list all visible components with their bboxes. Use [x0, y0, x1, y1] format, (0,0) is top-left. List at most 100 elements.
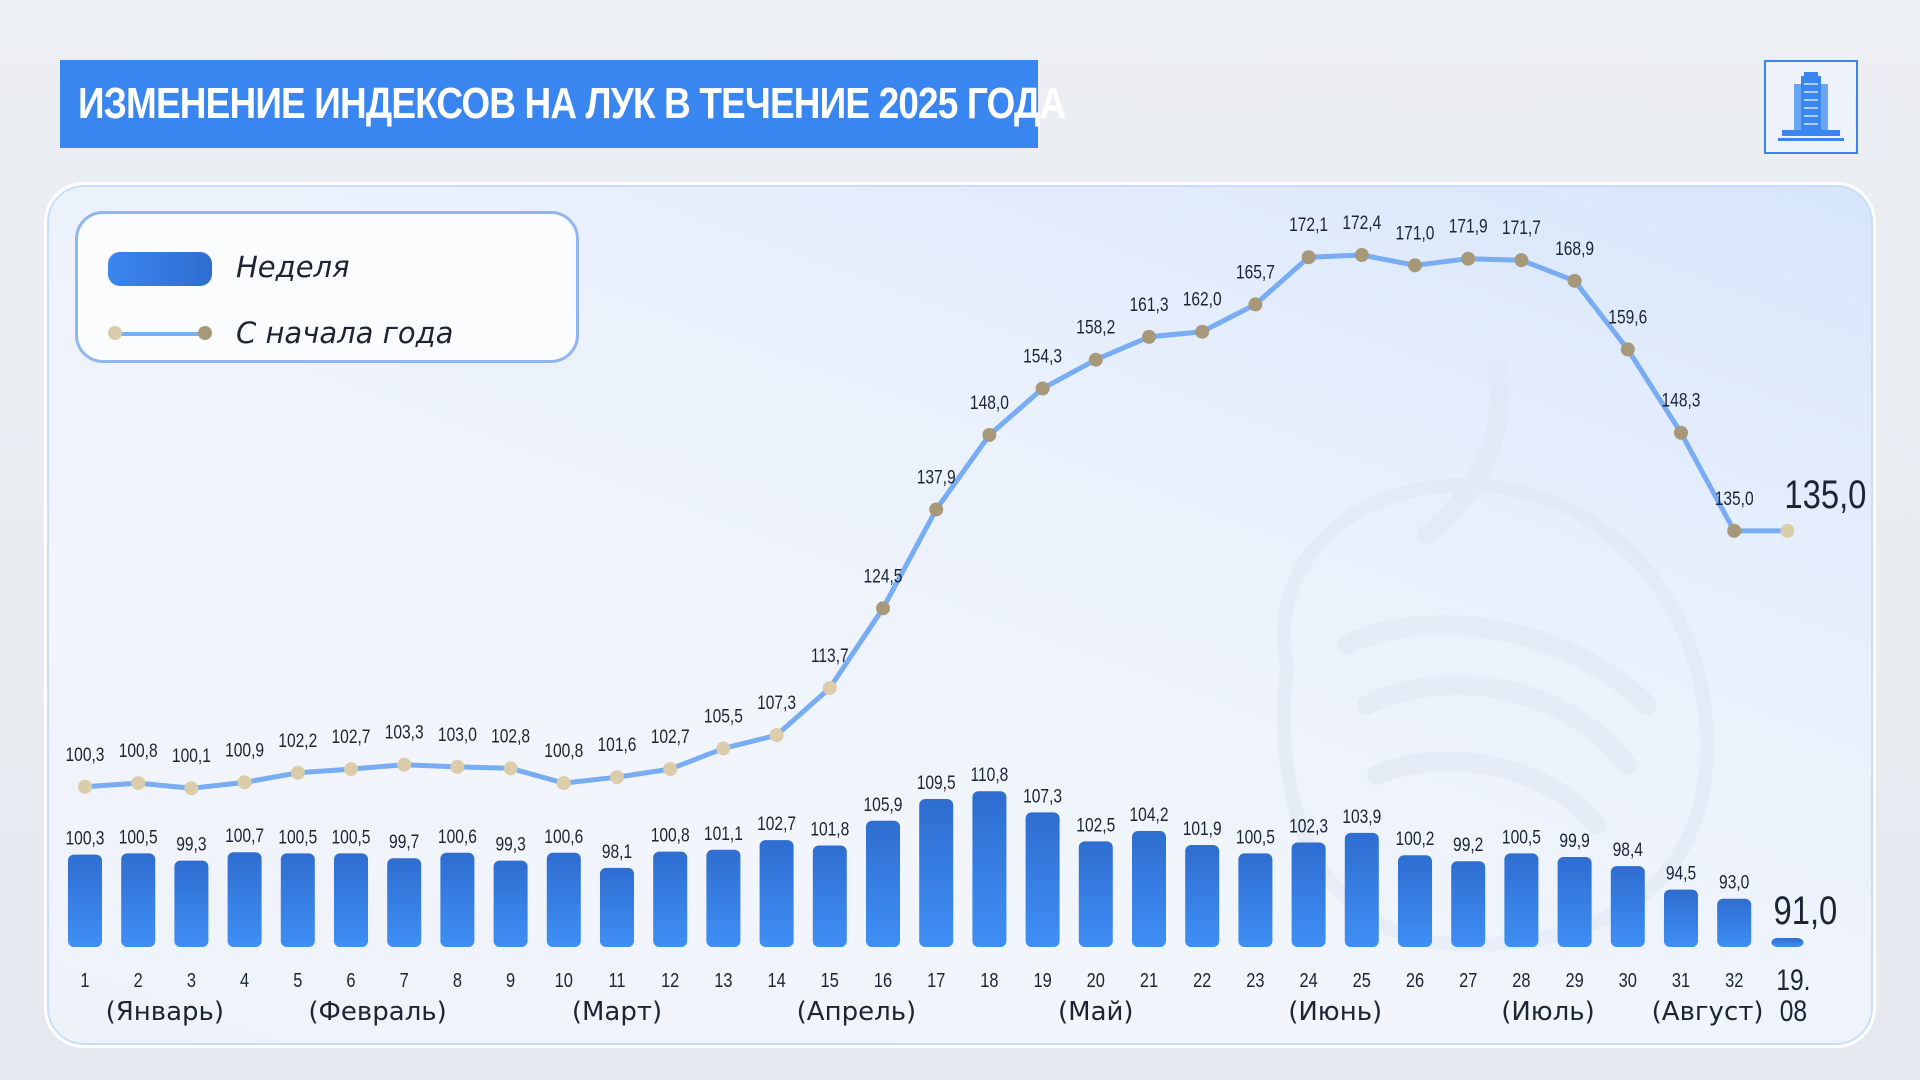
bar-week-7	[387, 858, 422, 947]
x-tick-label: 31	[1672, 968, 1690, 991]
x-tick-label: 17	[927, 968, 945, 991]
ytd-point-22	[1195, 324, 1210, 339]
legend-weekly-label: Неделя	[236, 250, 350, 284]
x-tick-label: 30	[1619, 968, 1637, 991]
ytd-label: 172,1	[1289, 214, 1328, 236]
chart-panel: 100,3 100,5 99,3 100,7 100,5 100,5 99,7 100,6 99…	[44, 182, 1876, 1048]
legend-bar-swatch	[108, 252, 212, 286]
bar-label: 93,0	[1719, 871, 1749, 893]
ytd-label: 154,3	[1023, 345, 1062, 367]
ytd-label: 101,6	[598, 734, 637, 756]
x-tick-label: 29	[1565, 968, 1583, 991]
bar-label: 102,7	[757, 813, 796, 835]
x-tick-label: 7	[400, 968, 409, 991]
bar-label: 104,2	[1130, 804, 1169, 826]
month-label: (Февраль)	[308, 997, 446, 1027]
x-tick-label: 26	[1406, 968, 1424, 991]
ytd-label: 107,3	[757, 692, 796, 714]
x-tick-label: 23	[1246, 968, 1264, 991]
ytd-label: 103,3	[385, 721, 424, 743]
ytd-label: 124,5	[864, 565, 903, 587]
bar-week-14	[759, 840, 794, 947]
bar-week-11	[600, 867, 634, 947]
bar-week-3	[174, 860, 209, 947]
x-tick-label: 6	[346, 968, 355, 991]
bar-week-4	[227, 852, 262, 947]
bar-label: 99,7	[389, 831, 419, 853]
ytd-label: 103,0	[438, 723, 477, 745]
ytd-label: 161,3	[1130, 293, 1169, 315]
x-tick-label: 9	[506, 968, 515, 991]
ytd-label: 102,7	[332, 726, 371, 748]
ytd-point-21	[1142, 329, 1156, 344]
legend-line-swatch	[108, 323, 212, 343]
x-tick-label: 2	[134, 968, 143, 991]
ytd-point-11	[610, 770, 624, 785]
ytd-point-19.08	[1780, 523, 1795, 538]
bar-week-6	[334, 853, 368, 947]
bar-week-31	[1664, 889, 1698, 947]
ytd-label: 171,7	[1502, 217, 1541, 239]
bar-week-10	[546, 852, 581, 947]
page-title: ИЗМЕНЕНИЕ ИНДЕКСОВ НА ЛУК В ТЕЧЕНИЕ 2025…	[78, 79, 1066, 128]
building-logo-icon	[1764, 60, 1858, 154]
x-tick-label: 8	[453, 968, 462, 991]
bar-week-26	[1398, 855, 1432, 947]
ytd-label: 105,5	[704, 705, 743, 727]
x-tick-label: 20	[1087, 968, 1105, 991]
ytd-point-5	[290, 765, 305, 780]
bar-week-1	[68, 854, 102, 947]
bar-label: 94,5	[1666, 862, 1696, 884]
x-tick-label: 5	[293, 968, 302, 991]
bar-week-18	[972, 791, 1007, 947]
x-tick-label: 12	[661, 968, 679, 991]
ytd-point-24	[1301, 250, 1316, 265]
bar-label: 100,6	[438, 825, 477, 847]
ytd-point-19	[1035, 381, 1050, 396]
x-tick-label: 4	[240, 968, 249, 991]
ytd-label: 100,8	[544, 740, 583, 762]
bar-week-32	[1717, 898, 1752, 947]
ytd-label: 159,6	[1608, 306, 1647, 328]
ytd-label: 171,9	[1449, 215, 1488, 237]
ytd-point-26	[1408, 258, 1422, 273]
ytd-point-25	[1354, 248, 1369, 262]
ytd-label: 102,7	[651, 726, 690, 748]
bar-label: 99,3	[176, 833, 206, 855]
ytd-point-27	[1461, 251, 1476, 266]
ytd-point-32	[1727, 523, 1742, 538]
ytd-label: 148,3	[1662, 389, 1701, 411]
x-tick-label: 28	[1512, 968, 1530, 991]
bar-label: 100,5	[332, 826, 371, 848]
bar-label: 101,8	[810, 818, 849, 840]
bar-label: 101,9	[1183, 817, 1222, 839]
bar-label: 100,5	[119, 826, 158, 848]
bar-week-28	[1504, 853, 1539, 947]
ytd-label: 113,7	[811, 644, 849, 666]
bar-label: 109,5	[917, 772, 956, 794]
legend: Неделя С начала года	[75, 211, 579, 363]
ytd-label: 137,9	[917, 466, 956, 488]
x-tick-label: 3	[187, 968, 196, 991]
month-label: (Май)	[1058, 997, 1134, 1027]
bar-week-30	[1610, 866, 1645, 947]
ytd-point-20	[1088, 352, 1103, 367]
bar-week-24	[1291, 842, 1326, 947]
ytd-point-15	[822, 680, 837, 695]
x-tick-label: 16	[874, 968, 892, 991]
ytd-label: 171,0	[1396, 222, 1435, 244]
x-tick-label: 24	[1299, 968, 1317, 991]
month-label: (Апрель)	[797, 997, 917, 1027]
x-tick-label: 10	[555, 968, 573, 991]
ytd-label: 162,0	[1183, 288, 1222, 310]
bar-week-2	[121, 853, 156, 947]
bar-week-22	[1185, 844, 1220, 947]
ytd-point-8	[450, 759, 465, 774]
bar-label: 102,5	[1076, 814, 1115, 836]
ytd-label: 102,8	[491, 725, 530, 747]
ytd-label: 100,1	[172, 745, 211, 767]
bar-week-23	[1238, 853, 1273, 947]
bar-week-15	[812, 845, 847, 947]
bar-label: 100,5	[1236, 826, 1275, 848]
x-tick-label: 25	[1353, 968, 1371, 991]
